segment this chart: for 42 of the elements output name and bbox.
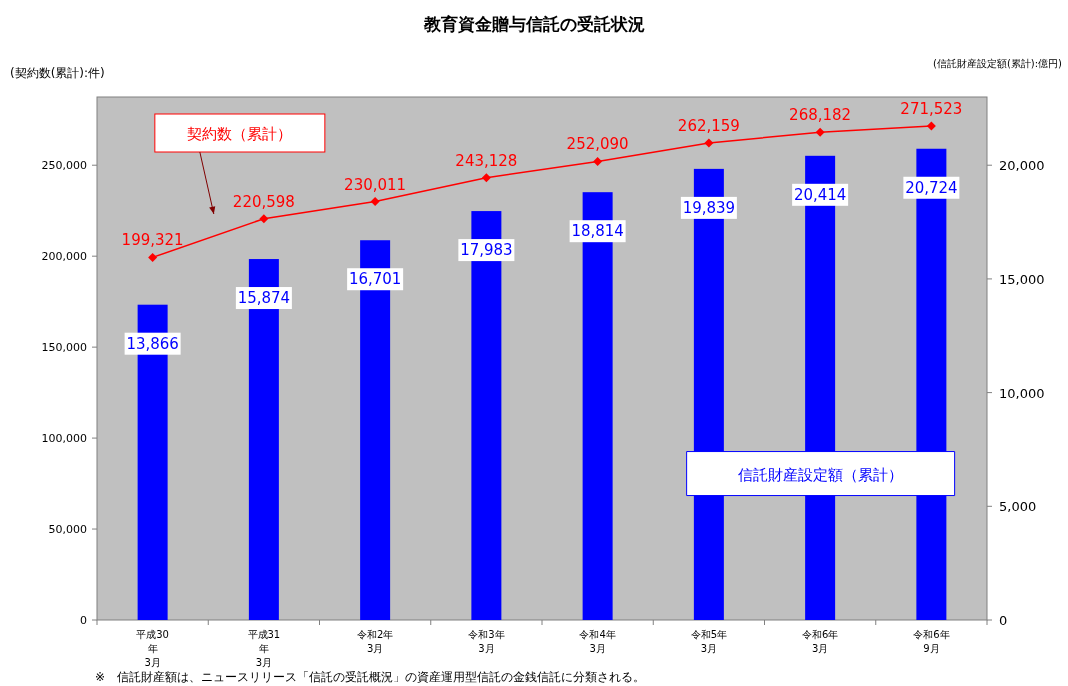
data-label: 262,159 [677,117,740,136]
data-label: 230,011 [344,175,407,194]
y2-axis-title: (信託財産設定額(累計):億円) [933,58,1063,69]
chart-title: 教育資金贈与信託の受託状況 [422,14,645,34]
point [926,121,936,131]
y-axis-title: (契約数(累計):件) [10,66,105,80]
y2-tick-label: 15,000 [999,271,1045,287]
legend: 信託財産設定額（累計） [686,451,956,497]
point [593,156,603,166]
x-tick-label: 令和4年 3月 [579,629,616,654]
data-label: 252,090 [566,135,629,154]
legend: 契約数（累計） [154,113,326,153]
y-tick-label: 250,000 [41,159,87,173]
x-tick-label: 令和6年 3月 [801,629,839,654]
y-tick-label: 0 [80,614,87,627]
data-label: 271,523 [900,100,963,119]
text: ※ 信託財産額は、ニュースリリース「信託の受託概況」の資産運用型信託の金銭信託に分類される。 [95,670,646,684]
data-label: 268,182 [789,106,852,125]
point [815,127,825,137]
y-tick-label: 100,000 [41,432,87,446]
x-tick-label: 平成30 年 3月 [136,629,169,668]
data-label: 199,321 [121,231,184,250]
x-tick-label: 令和6年 9月 [913,629,950,654]
data-label: 243,128 [455,151,518,170]
x-tick-label: 平成31 年 3月 [247,629,281,668]
point [148,252,158,262]
point [259,214,269,224]
point [704,138,714,148]
y2-tick-label: 20,000 [999,158,1045,174]
point [481,173,491,183]
y-tick-label: 50,000 [48,523,87,537]
data-label: 220,598 [232,192,295,211]
x-tick-label: 令和5年 3月 [690,629,728,654]
y-tick-label: 200,000 [41,250,87,264]
y2-tick-label: 5,000 [999,499,1037,515]
y-tick-label: 150,000 [41,341,87,355]
y2-tick-label: 10,000 [999,385,1045,401]
x-tick-label: 令和2年 3月 [356,629,394,654]
y2-tick-label: 0 [999,613,1008,628]
series-label: 信託財産設定額（累計） [738,465,904,484]
x-tick-label: 令和3年 3月 [468,629,505,654]
point [370,197,380,207]
